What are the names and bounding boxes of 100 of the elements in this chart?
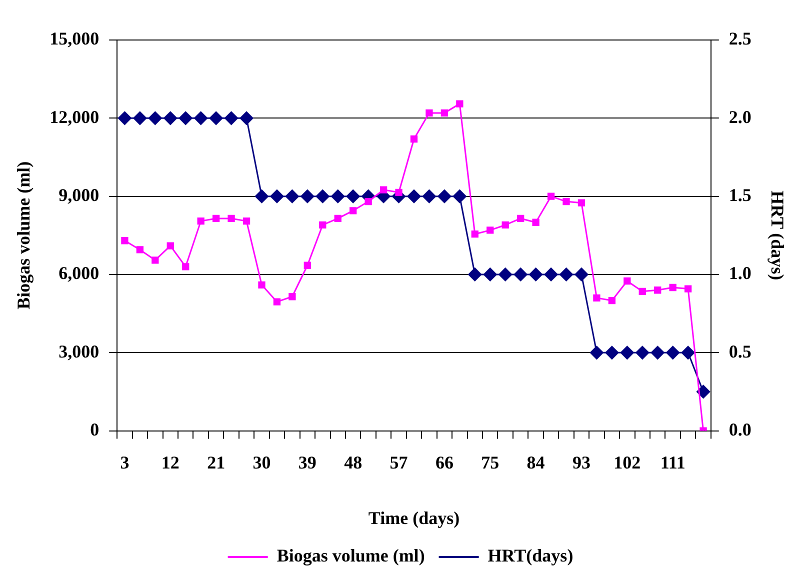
point (178, 111, 192, 125)
point (517, 214, 524, 222)
y2-tick-label: 2.5 (728, 28, 752, 49)
y-tick-label: 15,000 (50, 28, 100, 49)
x-tick-label: 66 (435, 452, 454, 472)
point (133, 111, 147, 125)
y-tick-label: 0 (90, 419, 100, 440)
y2-tick-label: 1.5 (728, 184, 752, 205)
point (240, 111, 254, 125)
x-tick-label: 12 (161, 452, 180, 472)
point (456, 100, 464, 108)
x-tick-label: 39 (298, 452, 316, 472)
x-tick-label: 75 (481, 452, 500, 472)
point (316, 190, 330, 204)
point (486, 226, 494, 234)
point (452, 190, 466, 204)
x-tick-label: 21 (207, 452, 226, 472)
x-tick-label: 84 (526, 452, 545, 472)
point (620, 346, 634, 360)
x-tick-label: 57 (390, 452, 408, 472)
point (529, 268, 543, 282)
point (148, 111, 162, 125)
point (288, 293, 296, 300)
point (164, 111, 178, 125)
point (136, 246, 144, 254)
point (684, 285, 692, 292)
point (152, 256, 159, 264)
point (514, 268, 528, 282)
point (605, 346, 619, 360)
point (270, 190, 284, 204)
point (681, 346, 695, 360)
point (440, 109, 448, 117)
point (669, 284, 676, 292)
point (410, 135, 418, 143)
y-tick-label: 12,000 (50, 106, 100, 127)
y2-tick-label: 1.0 (728, 263, 752, 284)
point (228, 214, 235, 222)
point (593, 294, 600, 302)
point (242, 217, 250, 225)
y-tick-label: 6,000 (58, 263, 100, 284)
y2-tick-label: 2.0 (728, 106, 752, 127)
point (471, 230, 478, 238)
point (578, 199, 586, 206)
point (300, 190, 314, 204)
point (395, 188, 402, 196)
point (273, 298, 281, 306)
y-tick-label: 9,000 (58, 184, 100, 205)
y-tick-label: 3,000 (58, 341, 100, 362)
point (121, 237, 128, 244)
point (426, 109, 433, 117)
x-tick-label: 30 (252, 452, 271, 472)
point (182, 263, 190, 270)
point (364, 198, 372, 206)
point (285, 190, 299, 204)
point (212, 214, 220, 222)
point (574, 268, 588, 282)
point (483, 268, 497, 282)
point (547, 192, 555, 200)
point (696, 384, 710, 398)
point (258, 281, 266, 288)
point (304, 262, 311, 269)
point (544, 268, 558, 282)
point (380, 186, 388, 194)
y-axis-title: Biogas volume (ml) (13, 161, 34, 310)
point (438, 190, 452, 204)
x-tick-label: 111 (660, 452, 686, 472)
x-tick-label: 48 (344, 452, 362, 472)
point (331, 190, 345, 204)
point (422, 190, 436, 204)
point (562, 198, 570, 206)
legend-label: HRT(days) (488, 546, 574, 566)
point (334, 214, 342, 222)
point (590, 346, 604, 360)
x-tick-label: 102 (614, 452, 641, 472)
point (532, 218, 540, 226)
point (624, 277, 631, 285)
legend-label: Biogas volume (ml) (276, 546, 425, 566)
point (654, 286, 662, 294)
point (650, 346, 664, 360)
point (197, 217, 204, 225)
point (166, 242, 174, 250)
point (350, 207, 357, 214)
point (319, 221, 326, 229)
y2-axis-title: HRT (days) (768, 190, 788, 280)
point (118, 111, 132, 125)
point (468, 268, 482, 282)
point (560, 268, 574, 282)
x-tick-label: 93 (572, 452, 590, 472)
point (209, 111, 223, 125)
point (638, 288, 646, 295)
point (608, 296, 616, 304)
point (224, 111, 238, 125)
point (407, 190, 421, 204)
y2-tick-label: 0.5 (728, 341, 752, 362)
point (498, 268, 512, 282)
point (194, 111, 208, 125)
point (666, 346, 680, 360)
y2-tick-label: 0.0 (728, 419, 752, 440)
x-axis-title: Time (days) (368, 508, 460, 528)
point (636, 346, 650, 360)
